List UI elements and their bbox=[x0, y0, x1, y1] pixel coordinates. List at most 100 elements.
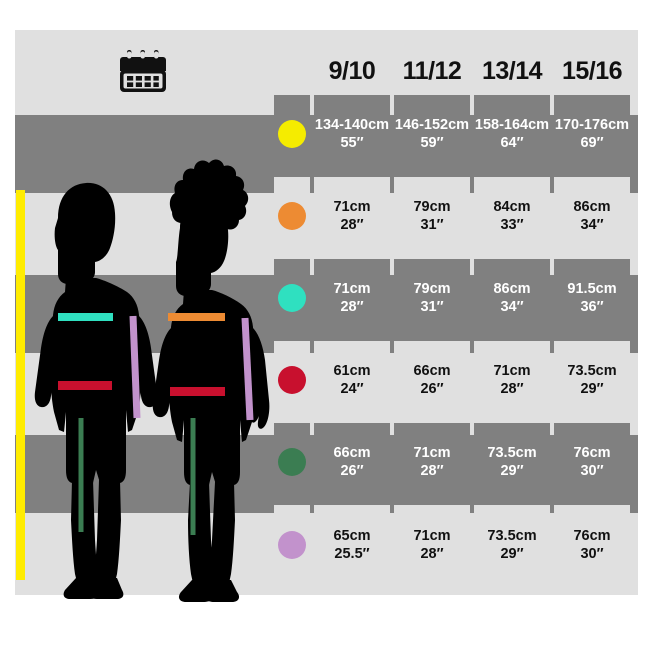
value-inches: 28″ bbox=[340, 299, 364, 315]
value-cm: 73.5cm bbox=[567, 362, 617, 379]
header-size-0: 9/10 bbox=[314, 47, 390, 95]
swatch-cell-chest-orange bbox=[274, 177, 310, 255]
sleeve-line-right bbox=[241, 317, 254, 421]
table-body: 134-140cm 55″ 146-152cm 59″ 158-164cm 64″ 170-… bbox=[15, 95, 638, 585]
value-cm: 134-140cm bbox=[314, 116, 390, 133]
cell-chest-teal-11-12: 79cm 31″ bbox=[394, 259, 470, 337]
value-cm: 71cm bbox=[413, 527, 451, 544]
header-swatch-cell bbox=[274, 47, 310, 95]
header-size-1-label: 11/12 bbox=[402, 57, 462, 85]
swatch-height bbox=[278, 120, 306, 148]
value-cm: 91.5cm bbox=[567, 280, 617, 297]
value-inches: 33″ bbox=[500, 217, 524, 233]
cell-chest-teal-15-16: 91.5cm 36″ bbox=[554, 259, 630, 337]
cell-inseam-11-12: 71cm 28″ bbox=[394, 423, 470, 501]
value-cm: 84cm bbox=[493, 198, 531, 215]
value-inches: 34″ bbox=[580, 217, 604, 233]
row-illustration-cell-inseam bbox=[15, 423, 270, 501]
swatch-cell-chest-teal bbox=[274, 259, 310, 337]
value-cm: 79cm bbox=[413, 280, 451, 297]
cell-chest-teal-9-10: 71cm 28″ bbox=[314, 259, 390, 337]
cell-waist-9-10: 61cm 24″ bbox=[314, 341, 390, 419]
value-inches: 29″ bbox=[580, 381, 604, 397]
value-inches: 29″ bbox=[500, 463, 524, 479]
value-cm: 71cm bbox=[333, 198, 371, 215]
chest-line-orange bbox=[168, 313, 225, 321]
value-inches: 28″ bbox=[420, 546, 444, 562]
row-illustration-cell-height bbox=[15, 95, 270, 173]
margin-left bbox=[0, 0, 15, 650]
row-illustration-cell-sleeve bbox=[15, 505, 270, 585]
figures-illustration bbox=[0, 0, 270, 650]
waist-line-right bbox=[170, 387, 225, 396]
value-inches: 30″ bbox=[580, 463, 604, 479]
band-bottom bbox=[0, 595, 650, 650]
value-cm: 86cm bbox=[573, 198, 611, 215]
cell-chest-orange-13-14: 84cm 33″ bbox=[474, 177, 550, 255]
table-row: 71cm 28″ 79cm 31″ 84cm 33″ 86cm 34″ bbox=[15, 177, 638, 255]
row-illustration-cell-waist bbox=[15, 341, 270, 419]
value-inches: 26″ bbox=[340, 463, 364, 479]
value-inches: 28″ bbox=[420, 463, 444, 479]
cell-sleeve-11-12: 71cm 28″ bbox=[394, 505, 470, 585]
height-measure-bar bbox=[16, 190, 25, 580]
margin-top bbox=[0, 0, 650, 30]
value-inches: 36″ bbox=[580, 299, 604, 315]
table-header-row: 9/10 11/12 13/14 15/16 bbox=[15, 47, 638, 95]
value-inches: 24″ bbox=[340, 381, 364, 397]
value-cm: 66cm bbox=[333, 444, 371, 461]
swatch-cell-inseam bbox=[274, 423, 310, 501]
calendar-icon bbox=[119, 50, 166, 92]
table-row: 134-140cm 55″ 146-152cm 59″ 158-164cm 64″ 170-… bbox=[15, 95, 638, 173]
header-size-0-label: 9/10 bbox=[328, 57, 376, 85]
cell-waist-11-12: 66cm 26″ bbox=[394, 341, 470, 419]
cell-height-13-14: 158-164cm 64″ bbox=[474, 95, 550, 173]
header-size-2-label: 13/14 bbox=[481, 57, 543, 85]
swatch-sleeve bbox=[278, 531, 306, 559]
swatch-chest-orange bbox=[278, 202, 306, 230]
value-inches: 30″ bbox=[580, 546, 604, 562]
value-inches: 25.5″ bbox=[334, 546, 370, 562]
cell-height-11-12: 146-152cm 59″ bbox=[394, 95, 470, 173]
cell-chest-orange-9-10: 71cm 28″ bbox=[314, 177, 390, 255]
header-size-2: 13/14 bbox=[474, 47, 550, 95]
header-size-1: 11/12 bbox=[394, 47, 470, 95]
value-cm: 73.5cm bbox=[487, 527, 537, 544]
cell-waist-15-16: 73.5cm 29″ bbox=[554, 341, 630, 419]
swatch-waist bbox=[278, 366, 306, 394]
value-cm: 66cm bbox=[413, 362, 451, 379]
swatch-inseam bbox=[278, 448, 306, 476]
value-inches: 31″ bbox=[420, 217, 444, 233]
value-cm: 73.5cm bbox=[487, 444, 537, 461]
value-cm: 71cm bbox=[493, 362, 531, 379]
table-row: 71cm 28″ 79cm 31″ 86cm 34″ 91.5cm 36″ bbox=[15, 259, 638, 337]
value-cm: 71cm bbox=[333, 280, 371, 297]
boy-silhouette bbox=[34, 182, 158, 599]
value-cm: 65cm bbox=[333, 527, 371, 544]
chest-line-teal bbox=[58, 313, 113, 321]
cell-waist-13-14: 71cm 28″ bbox=[474, 341, 550, 419]
swatch-cell-sleeve bbox=[274, 505, 310, 585]
header-icon-cell bbox=[15, 47, 270, 95]
row-illustration-cell-chest-orange bbox=[15, 177, 270, 255]
swatch-chest-teal bbox=[278, 284, 306, 312]
value-inches: 34″ bbox=[500, 299, 524, 315]
header-size-3-label: 15/16 bbox=[561, 57, 623, 85]
value-inches: 29″ bbox=[500, 546, 524, 562]
cell-chest-orange-11-12: 79cm 31″ bbox=[394, 177, 470, 255]
value-cm: 76cm bbox=[573, 444, 611, 461]
value-inches: 55″ bbox=[340, 135, 364, 151]
row-illustration-cell-chest-teal bbox=[15, 259, 270, 337]
value-inches: 64″ bbox=[500, 135, 524, 151]
swatch-cell-height bbox=[274, 95, 310, 173]
swatch-cell-waist bbox=[274, 341, 310, 419]
value-inches: 69″ bbox=[580, 135, 604, 151]
value-cm: 158-164cm bbox=[474, 116, 550, 133]
value-cm: 146-152cm bbox=[394, 116, 470, 133]
size-table: 9/10 11/12 13/14 15/16 134-140cm 55″ 146-1… bbox=[15, 47, 638, 585]
table-row: 61cm 24″ 66cm 26″ 71cm 28″ 73.5cm 29″ bbox=[15, 341, 638, 419]
value-cm: 79cm bbox=[413, 198, 451, 215]
value-cm: 71cm bbox=[413, 444, 451, 461]
margin-right bbox=[638, 0, 650, 650]
